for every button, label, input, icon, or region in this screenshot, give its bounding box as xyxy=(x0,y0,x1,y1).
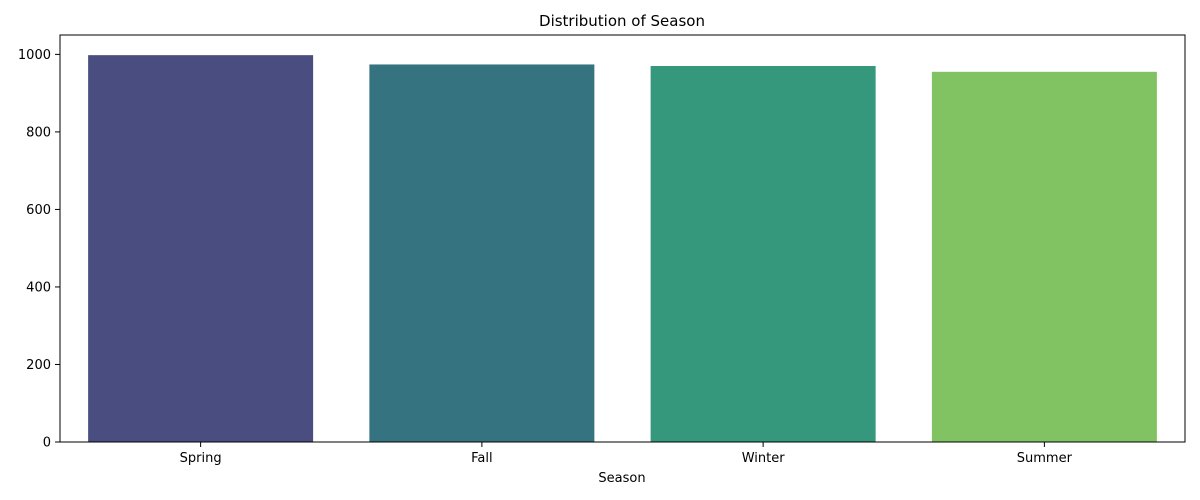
x-tick-label: Winter xyxy=(742,451,786,466)
bars-layer xyxy=(88,55,1157,443)
bar-spring xyxy=(88,55,314,442)
axes-layer xyxy=(59,34,1186,443)
y-tick-label: 200 xyxy=(26,358,51,373)
y-tick-label: 600 xyxy=(26,203,51,218)
y-tick-label: 400 xyxy=(26,280,51,295)
bar-winter xyxy=(650,66,876,442)
y-tick-label: 1000 xyxy=(18,48,51,63)
y-tick-label: 800 xyxy=(26,125,51,140)
ticks-layer: Spring Fall Winter Summer 0 200 400 600 800 1000 xyxy=(18,48,1073,466)
x-axis-label: Season xyxy=(598,471,645,486)
x-tick-label: Fall xyxy=(471,451,492,466)
x-tick-label: Summer xyxy=(1017,451,1073,466)
plot-frame xyxy=(59,34,1186,443)
bar-summer xyxy=(931,71,1157,443)
bar-fall xyxy=(369,64,595,442)
x-tick-label: Spring xyxy=(180,451,222,466)
y-tick-label: 0 xyxy=(43,436,51,451)
chart-title: Distribution of Season xyxy=(539,12,705,30)
